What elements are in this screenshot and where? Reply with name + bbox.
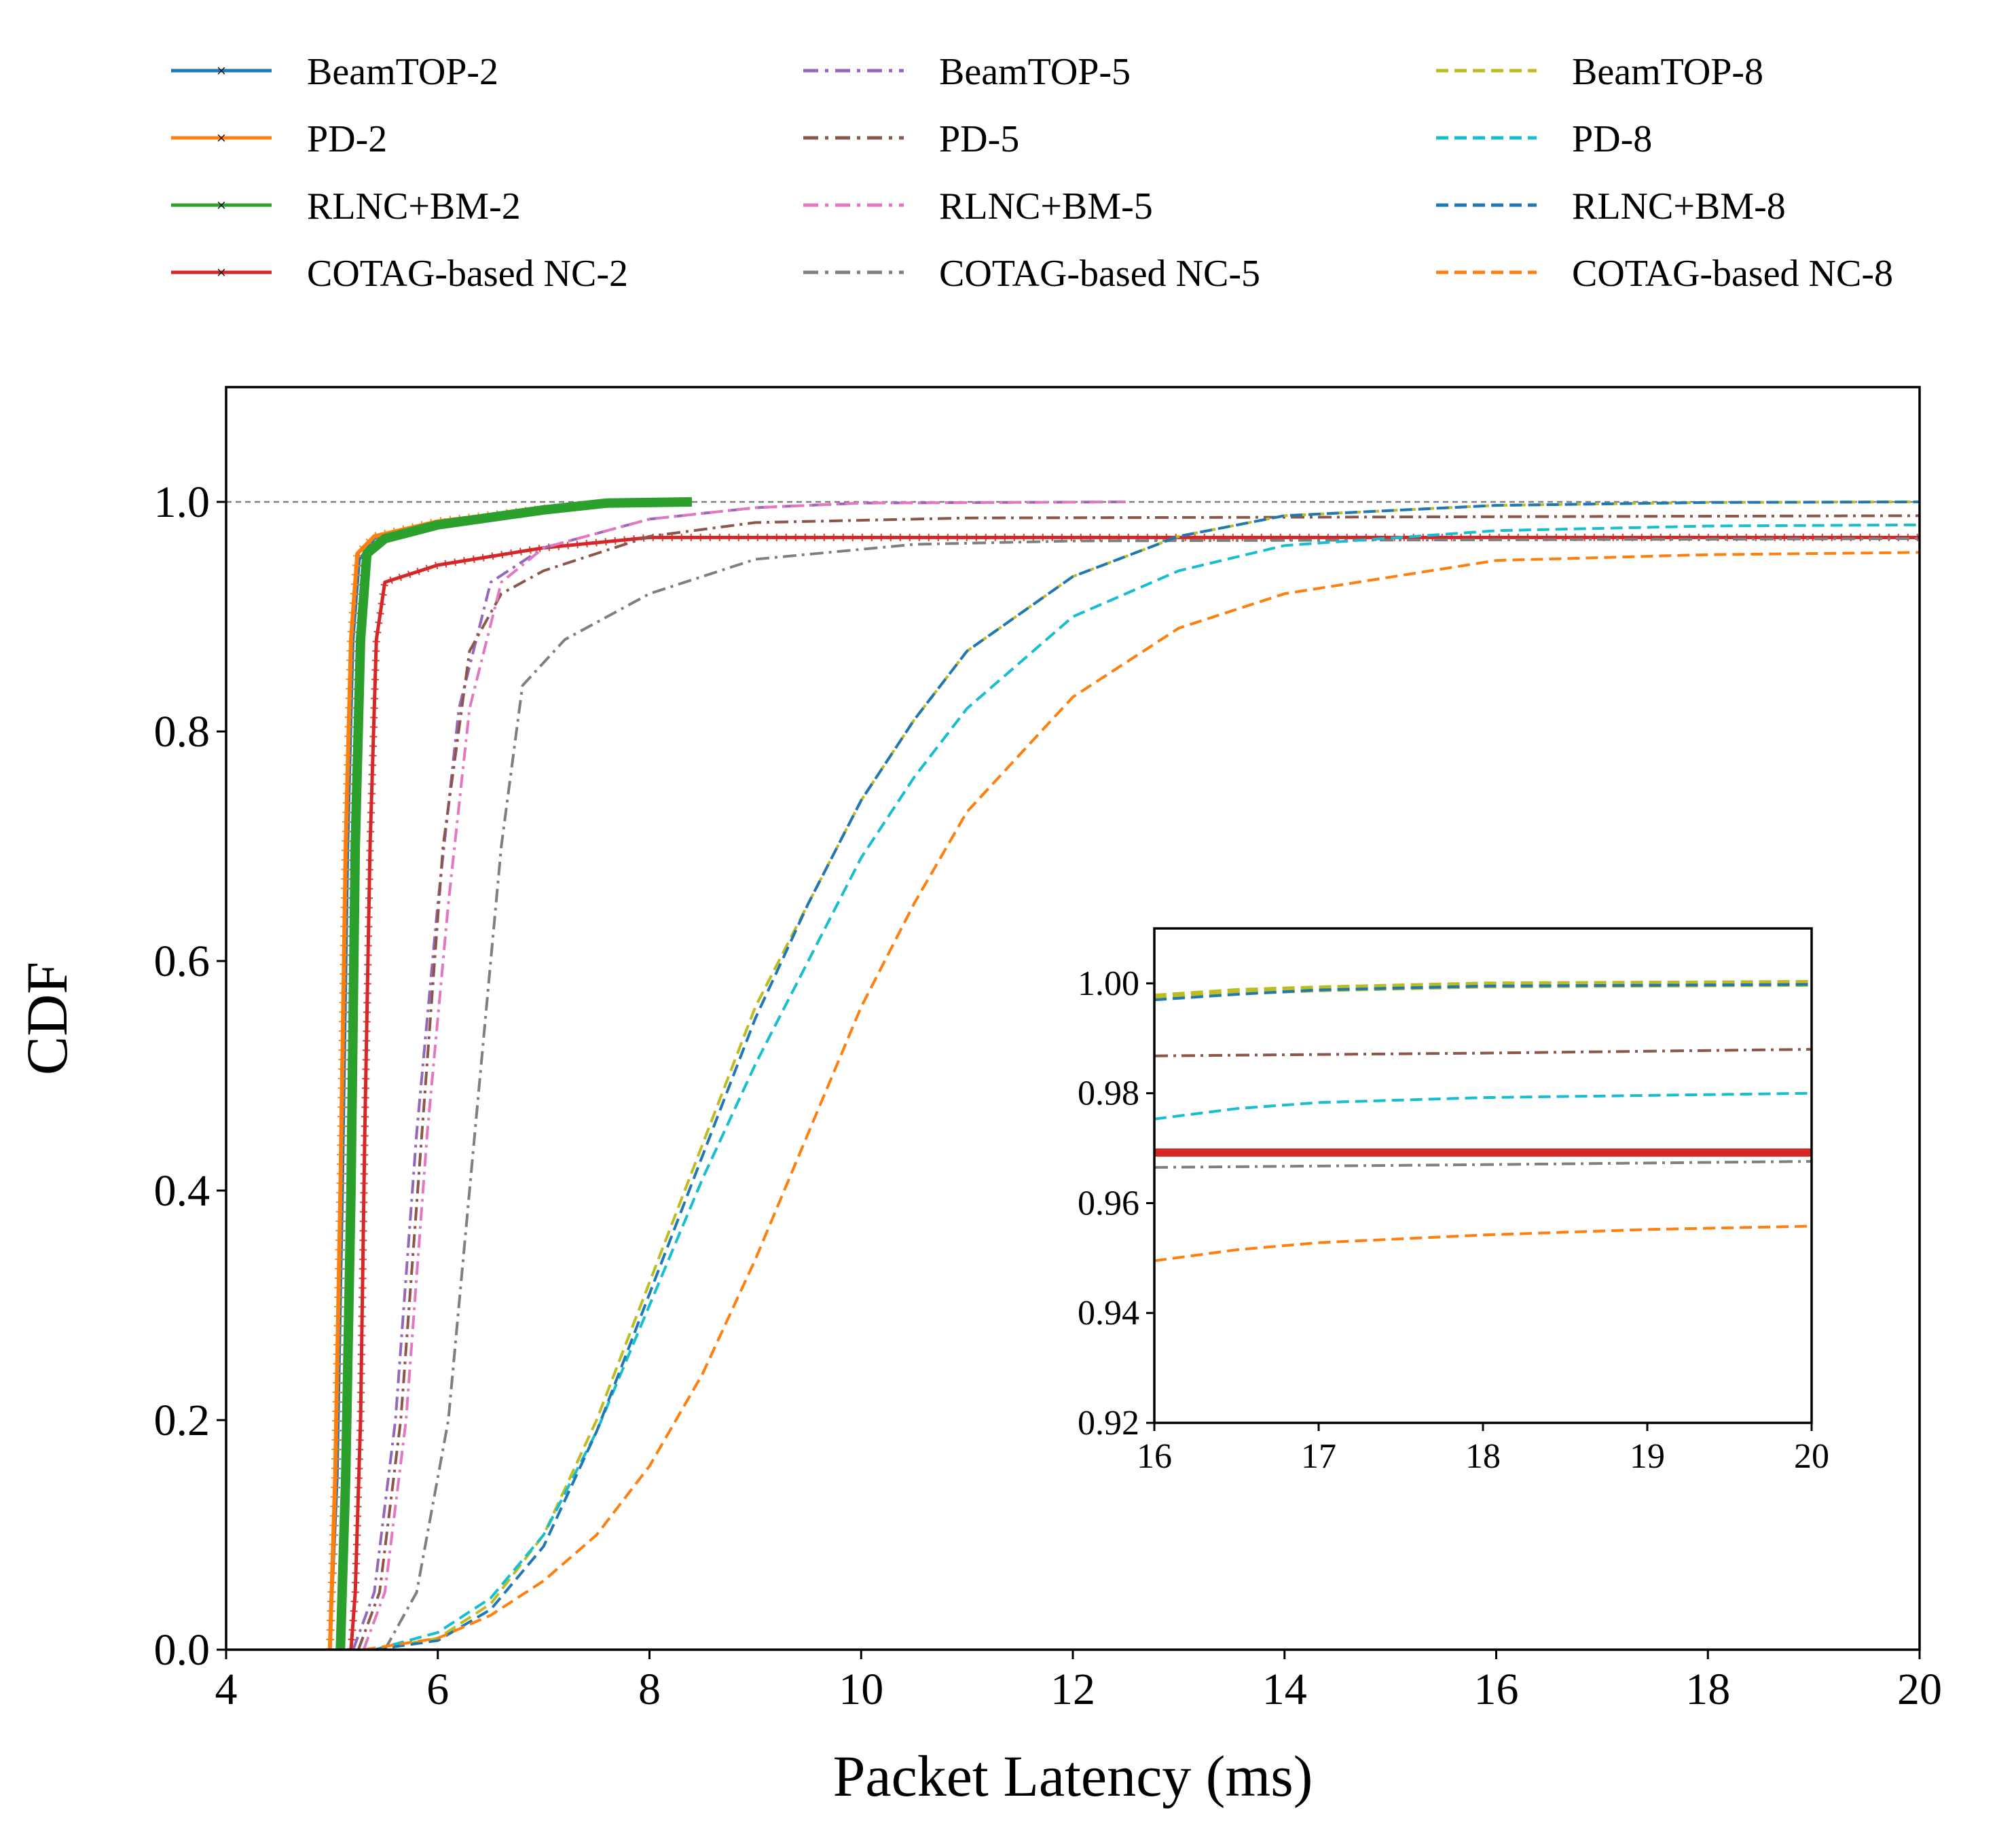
main-series-pd-2 <box>327 500 692 1650</box>
main-series-pd-5 <box>356 514 1920 1650</box>
legend-label: RLNC+BM-2 <box>307 185 521 228</box>
main-xtick-label: 8 <box>638 1665 661 1714</box>
main-xtick-label: 14 <box>1262 1665 1307 1714</box>
main-xtick-label: 6 <box>426 1665 449 1714</box>
legend-marker: × <box>217 263 227 283</box>
legend-label: COTAG-based NC-2 <box>307 253 628 295</box>
main-ytick-label: 0.2 <box>154 1396 210 1445</box>
legend-item-pd-2: × PD-2 <box>171 118 387 160</box>
main-series-group <box>325 497 1920 1650</box>
legend-label: PD-8 <box>1572 118 1652 160</box>
legend-item-pd-8: PD-8 <box>1436 118 1652 160</box>
legend-marker: × <box>217 128 227 148</box>
inset-series-cotag-based-nc-8 <box>1154 1225 1812 1263</box>
inset-ytick-label: 0.98 <box>1078 1074 1139 1113</box>
main-ytick-label: 0.0 <box>154 1625 210 1675</box>
inset-xtick-label: 20 <box>1794 1437 1829 1476</box>
legend-item-pd-5: PD-5 <box>803 118 1019 160</box>
main-xtick-label: 10 <box>839 1665 883 1714</box>
inset-xtick-label: 18 <box>1465 1437 1501 1476</box>
legend-item-beamtop-2: × BeamTOP-2 <box>171 51 498 93</box>
legend-label: COTAG-based NC-5 <box>939 253 1260 295</box>
legend-item-cotag-based-nc-8: COTAG-based NC-8 <box>1436 253 1893 295</box>
legend-item-cotag-based-nc-2: × COTAG-based NC-2 <box>171 253 628 295</box>
main-series-cotag-based-nc-8 <box>363 551 1920 1650</box>
main-y-axis-label: CDF <box>14 962 79 1075</box>
legend-label: BeamTOP-2 <box>307 51 498 93</box>
legend: × BeamTOP-2 × PD-2 × RLNC+BM-2 × COTAG-based NC… <box>171 51 1893 295</box>
inset-series-cotag-based-nc-5 <box>1154 1160 1812 1169</box>
inset-xtick-label: 16 <box>1137 1437 1172 1476</box>
legend-item-cotag-based-nc-5: COTAG-based NC-5 <box>803 253 1260 295</box>
legend-label: RLNC+BM-5 <box>939 185 1153 228</box>
main-series-rlnc-bm-2 <box>335 497 692 1650</box>
main-xtick-label: 18 <box>1685 1665 1730 1714</box>
legend-item-rlnc-bm-2: × RLNC+BM-2 <box>171 185 521 228</box>
main-series-markers-cotag-based-nc-2 <box>347 533 1920 1650</box>
legend-label: BeamTOP-8 <box>1572 51 1763 93</box>
main-ytick-label: 1.0 <box>154 477 210 527</box>
main-series-cotag-based-nc-5 <box>384 537 1920 1650</box>
legend-marker: × <box>217 196 227 215</box>
main-series-beamtop-5 <box>352 501 1126 1650</box>
legend-item-beamtop-5: BeamTOP-5 <box>803 51 1131 93</box>
legend-label: BeamTOP-5 <box>939 51 1131 93</box>
inset-series-group <box>1154 979 1812 1263</box>
main-ytick-label: 0.6 <box>154 937 210 986</box>
main-xtick-label: 20 <box>1897 1665 1942 1714</box>
main-xtick-label: 16 <box>1474 1665 1519 1714</box>
legend-label: PD-2 <box>307 118 387 160</box>
inset-xtick-label: 17 <box>1301 1437 1336 1476</box>
main-ytick-label: 0.4 <box>154 1166 210 1216</box>
main-xtick-label: 12 <box>1050 1665 1095 1714</box>
main-series-pd-8 <box>373 523 1920 1650</box>
legend-label: RLNC+BM-8 <box>1572 185 1786 228</box>
main-series-rlnc-bm-8 <box>373 501 1920 1650</box>
inset-plot: 16 17 18 19 20 0.92 0.94 0.96 0.98 1.00 <box>1078 927 1829 1476</box>
main-series-markers-beamtop-2 <box>326 499 692 1650</box>
main-series-beamtop-2 <box>328 501 692 1650</box>
legend-label: PD-5 <box>939 118 1019 160</box>
main-plot: 4 6 8 10 12 14 16 18 20 0.0 0.2 0.4 0.6 0.8 1.0 Packet … <box>14 386 1942 1809</box>
inset-series-pd-8 <box>1154 1091 1812 1121</box>
legend-item-rlnc-bm-8: RLNC+BM-8 <box>1436 185 1786 228</box>
inset-xtick-label: 19 <box>1630 1437 1665 1476</box>
inset-ytick-label: 0.94 <box>1078 1294 1139 1333</box>
main-series-markers-pd-2 <box>325 498 692 1650</box>
legend-label: COTAG-based NC-8 <box>1572 253 1893 295</box>
legend-marker: × <box>217 61 227 81</box>
legend-item-rlnc-bm-5: RLNC+BM-5 <box>803 185 1153 228</box>
inset-ytick-label: 0.96 <box>1078 1184 1139 1222</box>
inset-background <box>1154 928 1812 1423</box>
main-xtick-label: 4 <box>215 1665 238 1714</box>
legend-item-beamtop-8: BeamTOP-8 <box>1436 51 1763 93</box>
inset-series-pd-5 <box>1154 1048 1812 1057</box>
main-ytick-label: 0.8 <box>154 707 210 757</box>
inset-ytick-label: 0.92 <box>1078 1404 1139 1443</box>
inset-ytick-label: 1.00 <box>1078 964 1139 1003</box>
main-series-rlnc-bm-5 <box>362 501 1126 1650</box>
main-x-axis-label: Packet Latency (ms) <box>833 1743 1313 1809</box>
